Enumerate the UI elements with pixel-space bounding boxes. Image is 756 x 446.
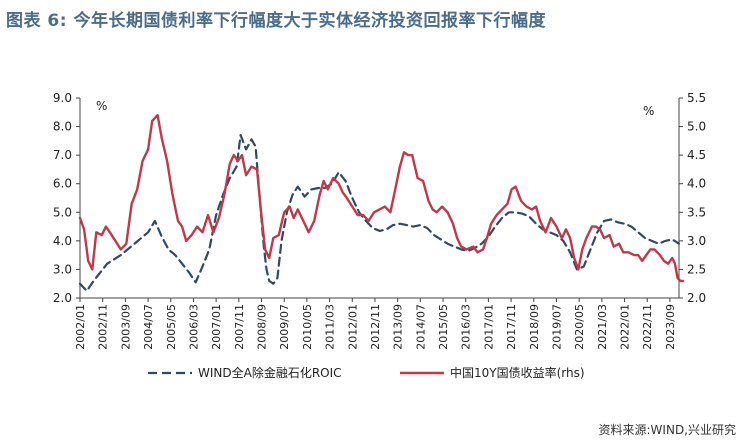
x-tick-label: 2002/11 [97,304,110,350]
legend-swatch-roic [148,371,192,374]
x-tick-label: 2013/09 [392,304,405,350]
left-tick-label: 2.0 [53,291,72,305]
x-tick-label: 2022/01 [619,304,632,350]
x-tick-label: 2005/05 [165,304,178,350]
x-tick-label: 2012/01 [346,304,359,350]
x-tick-label: 2017/11 [505,304,518,350]
x-tick-label: 2012/11 [369,304,382,350]
legend-label-yield: 中国10Y国债收益率(rhs) [450,366,585,380]
chart-title: 图表 6: 今年长期国债利率下行幅度大于实体经济投资回报率下行幅度 [6,11,546,31]
x-tick-label: 2007/01 [210,304,223,350]
x-tick-label: 2021/03 [596,304,609,350]
series-line-roic [78,134,681,292]
x-tick-label: 2015/05 [437,304,450,350]
x-tick-label: 2002/01 [74,304,87,350]
x-tick-label: 2011/03 [324,304,337,350]
x-tick-label: 2022/11 [641,304,654,350]
right-tick-label: 5.0 [687,120,706,134]
x-tick-label: 2019/07 [550,304,563,350]
x-tick-label: 2023/09 [664,304,677,350]
legend-item-roic: WIND全A除金融石化ROIC [148,364,342,381]
legend-swatch-yield [400,371,444,374]
x-tick-label: 2020/05 [573,304,586,350]
x-tick-label: 2014/07 [414,304,427,350]
x-tick-label: 2018/09 [528,304,541,350]
x-tick-label: 2006/03 [187,304,200,350]
series-line-cn10y-yield [78,113,685,283]
left-tick-label: 4.0 [53,234,72,248]
right-tick-label: 3.5 [687,205,706,219]
x-tick-label: 2010/05 [301,304,314,350]
right-tick-label: 3.0 [687,234,706,248]
x-tick-label: 2003/09 [119,304,132,350]
left-tick-label: 3.0 [53,262,72,276]
right-tick-label: 4.5 [687,148,706,162]
left-tick-label: 9.0 [53,91,72,105]
right-unit-label: % [643,104,654,118]
left-unit-label: % [96,99,107,113]
x-tick-label: 2017/01 [482,304,495,350]
x-tick-label: 2007/11 [233,304,246,350]
right-tick-label: 2.5 [687,262,706,276]
x-tick-label: 2016/03 [460,304,473,350]
source-note: 资料来源:WIND,兴业研究 [598,423,736,437]
x-tick-label: 2004/07 [142,304,155,350]
legend-item-yield: 中国10Y国债收益率(rhs) [400,364,585,381]
right-tick-label: 2.0 [687,291,706,305]
left-tick-label: 5.0 [53,205,72,219]
left-tick-label: 7.0 [53,148,72,162]
x-tick-label: 2008/09 [256,304,269,350]
legend-label-roic: WIND全A除金融石化ROIC [198,366,342,380]
x-tick-label: 2009/07 [278,304,291,350]
right-tick-label: 5.5 [687,91,706,105]
left-tick-label: 8.0 [53,120,72,134]
right-tick-label: 4.0 [687,177,706,191]
left-tick-label: 6.0 [53,177,72,191]
